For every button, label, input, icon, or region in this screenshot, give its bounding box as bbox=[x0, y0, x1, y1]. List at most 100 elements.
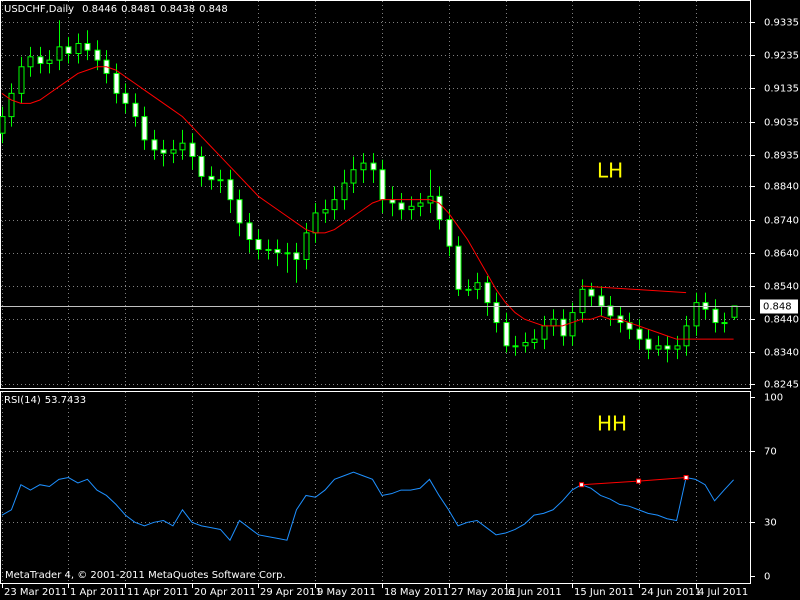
trendline-point bbox=[636, 478, 642, 484]
y-tick-label: 0.8640 bbox=[764, 249, 799, 260]
candle-body bbox=[246, 222, 253, 241]
candle-body bbox=[408, 205, 415, 211]
candle-body bbox=[731, 305, 738, 318]
candle-body bbox=[208, 175, 215, 181]
candle-body bbox=[522, 341, 529, 347]
y-tick-label: 0.8245 bbox=[764, 380, 799, 391]
candle-body bbox=[132, 102, 139, 118]
candle-body bbox=[46, 59, 53, 64]
candle-body bbox=[227, 179, 234, 201]
candle-body bbox=[75, 43, 82, 54]
y-tick-label: 0.9235 bbox=[764, 51, 799, 62]
x-tick-label: 4 Jul 2011 bbox=[698, 587, 748, 598]
candle-body bbox=[341, 182, 348, 201]
candle-body bbox=[312, 212, 319, 234]
x-tick-label: 1 Apr 2011 bbox=[70, 587, 125, 598]
candle-body bbox=[664, 345, 671, 350]
rsi-title: RSI(14) bbox=[4, 395, 41, 406]
y-tick-label: 0 bbox=[764, 572, 770, 583]
trendline-point bbox=[579, 482, 585, 488]
candle-body bbox=[284, 252, 291, 255]
x-tick-label: 11 Apr 2011 bbox=[127, 587, 189, 598]
candle-body bbox=[94, 49, 101, 61]
candle-body bbox=[27, 56, 34, 68]
header-high: 0.8481 bbox=[121, 4, 156, 15]
candle-body bbox=[360, 162, 367, 171]
y-tick-label: 0.8440 bbox=[764, 315, 799, 326]
x-tick-label: 24 Jun 2011 bbox=[641, 587, 701, 598]
candle-body bbox=[721, 322, 728, 325]
x-tick-label: 29 Apr 2011 bbox=[260, 587, 322, 598]
candle-body bbox=[293, 252, 300, 260]
candle-body bbox=[189, 142, 196, 157]
candle-body bbox=[702, 302, 709, 310]
symbol-title: USDCHF,Daily bbox=[4, 4, 74, 15]
y-tick-label: 0.8935 bbox=[764, 151, 799, 162]
candle-body bbox=[170, 149, 177, 154]
candle-body bbox=[598, 295, 605, 307]
rsi-panel-frame bbox=[0, 391, 751, 584]
candle-body bbox=[18, 66, 25, 94]
price-panel-frame bbox=[0, 0, 751, 389]
x-tick-label: 23 Mar 2011 bbox=[4, 587, 67, 598]
candle-body bbox=[417, 202, 424, 207]
candle-body bbox=[255, 239, 262, 250]
candle-body bbox=[588, 288, 595, 297]
candle-body bbox=[151, 139, 158, 151]
candle-body bbox=[179, 142, 186, 151]
candle-body bbox=[541, 325, 548, 340]
candle-body bbox=[84, 43, 91, 51]
y-tick-label: 0.9335 bbox=[764, 18, 799, 29]
header-open: 0.8446 bbox=[82, 4, 117, 15]
candle-body bbox=[141, 116, 148, 141]
candle-body bbox=[265, 248, 272, 251]
header-close: 0.848 bbox=[199, 4, 228, 15]
copyright: MetaTrader 4, © 2001-2011 MetaQuotes Sof… bbox=[5, 570, 286, 581]
y-tick-label: 0.8740 bbox=[764, 216, 799, 227]
y-tick-label: 0.8340 bbox=[764, 348, 799, 359]
candle-body bbox=[484, 282, 491, 304]
candle-body bbox=[436, 195, 443, 221]
candle-body bbox=[493, 302, 500, 324]
candle-body bbox=[569, 312, 576, 337]
candle-body bbox=[550, 318, 557, 327]
header: USDCHF,Daily 0.8446 0.8481 0.8438 0.848 … bbox=[4, 4, 286, 581]
candle-body bbox=[274, 248, 281, 254]
candle-body bbox=[303, 232, 310, 260]
candle-body bbox=[0, 116, 6, 134]
candle-body bbox=[465, 288, 472, 291]
candle-body bbox=[712, 308, 719, 324]
candle-body bbox=[560, 318, 567, 337]
candle-body bbox=[65, 46, 72, 54]
candle-body bbox=[474, 282, 481, 290]
x-tick-label: 27 May 2011 bbox=[451, 587, 516, 598]
candle-body bbox=[531, 338, 538, 343]
candle-body bbox=[37, 56, 44, 64]
annotation: LH bbox=[597, 159, 623, 183]
candle-body bbox=[674, 345, 681, 350]
trendline-point bbox=[683, 475, 689, 481]
current-price-box bbox=[760, 299, 798, 314]
candle-body bbox=[370, 162, 377, 171]
candle-body bbox=[8, 92, 15, 118]
candle-body bbox=[455, 245, 462, 290]
candle-body bbox=[56, 46, 63, 61]
candle-body bbox=[198, 155, 205, 177]
candle-body bbox=[160, 149, 167, 154]
y-tick-label: 70 bbox=[764, 447, 777, 458]
y-tick-label: 0.8840 bbox=[764, 182, 799, 193]
candle-body bbox=[217, 179, 224, 182]
candle-body bbox=[693, 302, 700, 327]
candle-body bbox=[322, 209, 329, 214]
candle-body bbox=[579, 288, 586, 314]
candle-body bbox=[331, 199, 338, 211]
x-tick-label: 20 Apr 2011 bbox=[194, 587, 256, 598]
header-low: 0.8438 bbox=[160, 4, 195, 15]
candle-body bbox=[636, 328, 643, 340]
candle-body bbox=[398, 202, 405, 211]
candle-body bbox=[683, 325, 690, 347]
x-tick-label: 15 Jun 2011 bbox=[574, 587, 634, 598]
